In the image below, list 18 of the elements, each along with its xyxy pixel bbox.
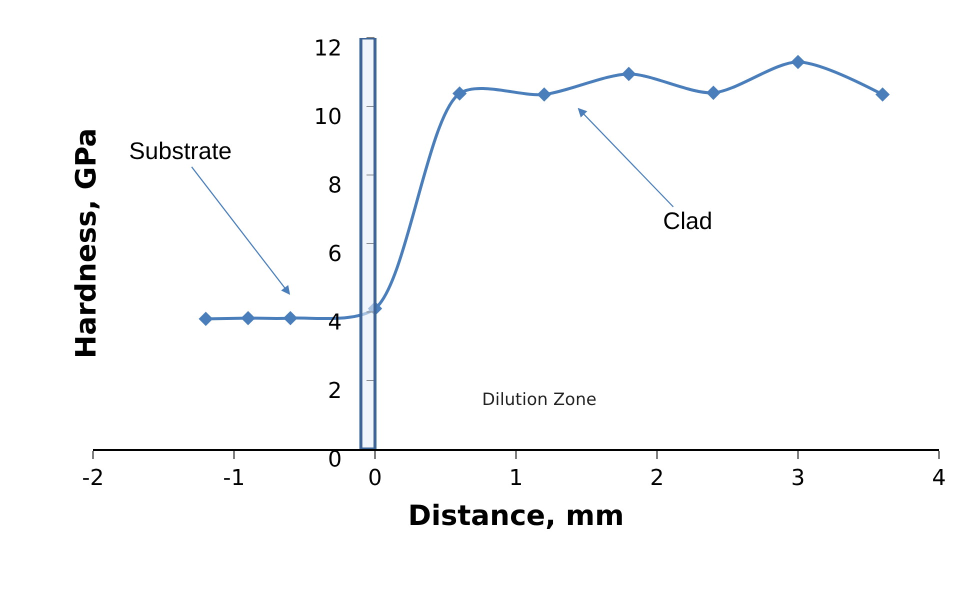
- x-tick-label: -1: [223, 466, 245, 492]
- x-tick-label: 1: [509, 466, 523, 492]
- annotation: Dilution Zone: [482, 390, 597, 410]
- x-tick-label: 4: [932, 466, 946, 492]
- y-tick-label: 6: [328, 242, 342, 268]
- annotation: Clad: [663, 208, 712, 235]
- x-tick-label: 0: [368, 466, 382, 492]
- y-axis-title: Hardness, GPa: [70, 128, 103, 359]
- x-axis-title: Distance, mm: [408, 498, 624, 532]
- x-tick-label: 3: [791, 466, 805, 492]
- y-tick-label: 0: [328, 448, 342, 473]
- y-tick-label: 8: [328, 174, 342, 199]
- x-tick-label: -2: [82, 466, 104, 492]
- y-tick-label: 12: [314, 36, 342, 62]
- y-tick-label: 10: [314, 105, 342, 130]
- annotation: Substrate: [129, 138, 232, 165]
- x-tick-label: 2: [650, 466, 664, 492]
- y-tick-label: 2: [328, 379, 342, 404]
